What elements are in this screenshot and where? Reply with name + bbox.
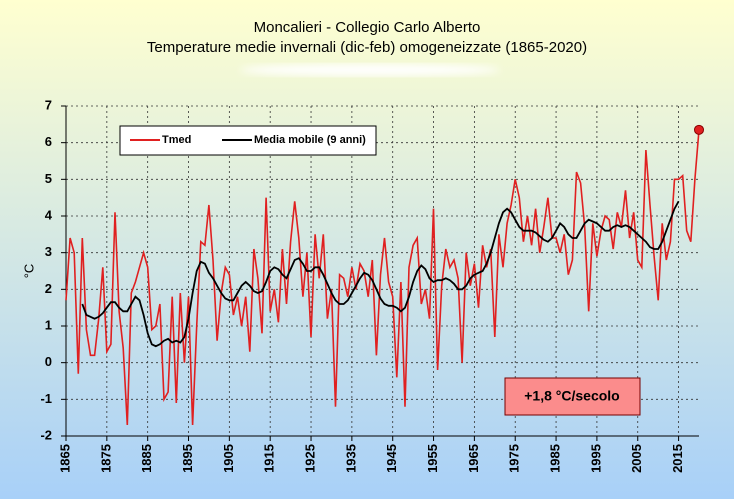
chart-subtitle: Temperature medie invernali (dic-feb) om… (147, 39, 587, 56)
series-line (81, 200, 680, 348)
series-line (65, 129, 700, 426)
y-axis-label: °C (21, 264, 36, 279)
last-point (694, 124, 704, 135)
x-tick-label: 1955 (425, 444, 440, 473)
x-tick-label: 1895 (180, 444, 195, 473)
x-tick-label: 1875 (98, 444, 113, 473)
chart-title: Moncalieri - Collegio Carlo Alberto (254, 19, 481, 36)
y-tick-label: 4 (45, 207, 53, 222)
x-tick-label: 2015 (670, 444, 685, 473)
x-tick-label: 1935 (343, 444, 358, 473)
legend-label: Tmed (162, 134, 191, 146)
x-tick-label: 1865 (57, 444, 72, 473)
x-tick-label: 1995 (588, 444, 603, 473)
x-tick-label: 1925 (302, 444, 317, 473)
y-tick-label: 7 (45, 97, 52, 112)
annotation: +1,8 °C/secolo (524, 388, 619, 404)
x-tick-label: 2005 (629, 444, 644, 473)
smudge (240, 64, 500, 76)
y-tick-label: -1 (40, 391, 52, 406)
y-tick-label: 1 (45, 317, 52, 332)
x-tick-label: 1965 (466, 444, 481, 473)
y-tick-label: 3 (45, 244, 52, 259)
x-tick-label: 1915 (262, 444, 277, 473)
x-tick-label: 1975 (507, 444, 522, 473)
x-tick-label: 1985 (548, 444, 563, 473)
x-tick-label: 1905 (221, 444, 236, 473)
annotation-box (504, 377, 641, 416)
x-tick-label: 1885 (139, 444, 154, 473)
y-tick-label: 0 (45, 354, 52, 369)
y-tick-label: -2 (40, 427, 52, 442)
legend-label: Media mobile (9 anni) (254, 134, 366, 146)
x-tick-label: 1945 (384, 444, 399, 473)
y-tick-label: 6 (45, 134, 52, 149)
y-tick-label: 2 (45, 281, 52, 296)
y-tick-label: 5 (45, 171, 52, 186)
